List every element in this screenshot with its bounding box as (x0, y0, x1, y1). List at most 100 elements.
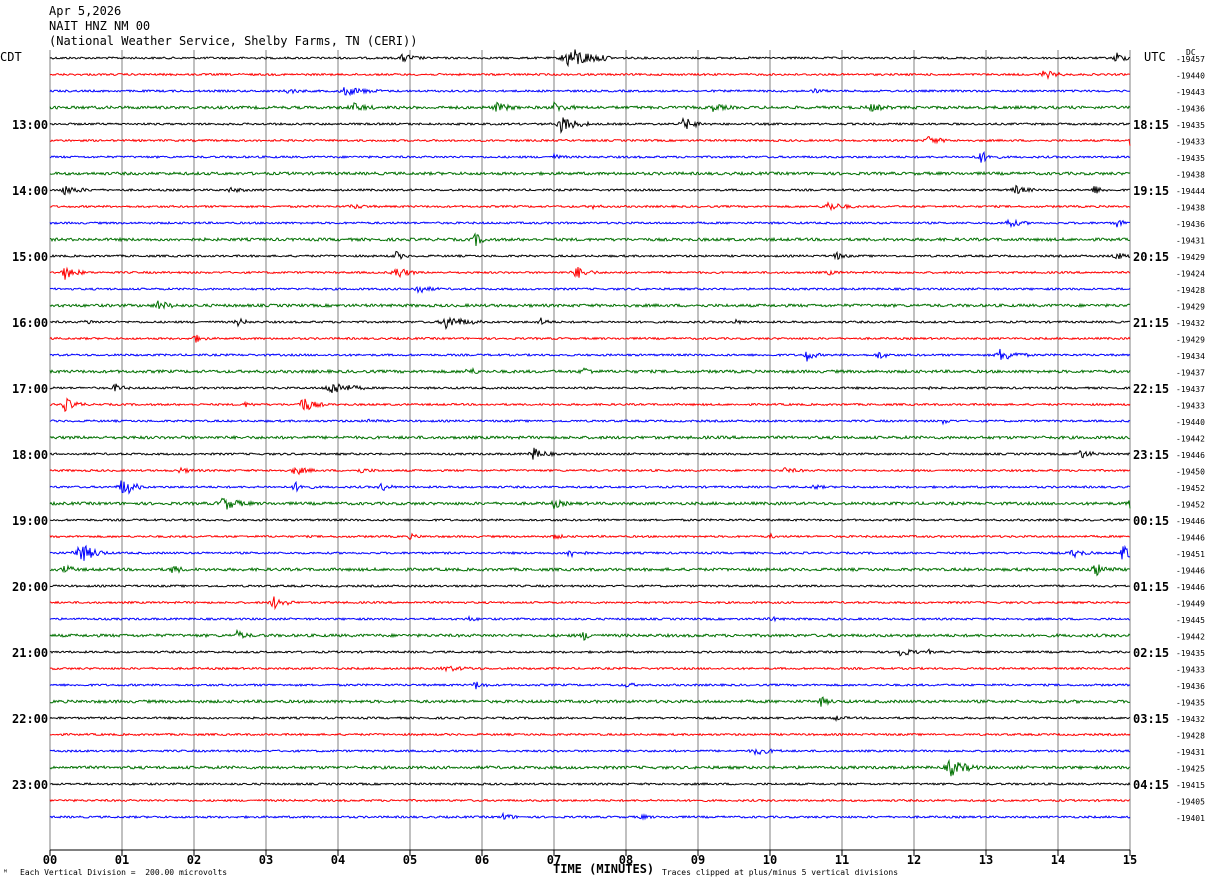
seismic-trace (49, 170, 1131, 177)
utc-hour-label: 02:15 (1133, 646, 1169, 660)
timezone-right-label: UTC (1144, 50, 1166, 64)
trace-dc-offset: -19428 (1176, 732, 1205, 741)
seismic-trace (49, 648, 1131, 657)
seismic-trace (49, 366, 1131, 375)
seismic-trace (49, 665, 1131, 673)
x-tick-label: 02 (187, 853, 201, 867)
seismic-trace (49, 316, 1131, 330)
trace-dc-offset: -19437 (1176, 369, 1205, 378)
seismic-trace (49, 266, 1131, 280)
seismic-trace (49, 87, 1130, 97)
seismic-trace (49, 544, 1131, 561)
x-tick-label: 10 (763, 853, 777, 867)
dc-label: DC (1186, 48, 1196, 57)
x-tick-label: 04 (331, 853, 345, 867)
x-tick-label: 00 (43, 853, 57, 867)
trace-dc-offset: -19431 (1176, 237, 1205, 246)
x-tick-label: 07 (547, 853, 561, 867)
seismic-trace (49, 383, 1131, 394)
x-tick-label: 15 (1123, 853, 1137, 867)
trace-dc-offset: -19443 (1176, 88, 1205, 97)
cdt-hour-label: 22:00 (12, 712, 48, 726)
utc-hour-label: 20:15 (1133, 250, 1169, 264)
trace-dc-offset: -19446 (1176, 583, 1205, 592)
x-tick-label: 03 (259, 853, 273, 867)
trace-dc-offset: -19436 (1176, 682, 1205, 691)
cdt-hour-label: 20:00 (12, 580, 48, 594)
trace-dc-offset: -19405 (1176, 798, 1205, 807)
cdt-hour-label: 16:00 (12, 316, 48, 330)
trace-dc-offset: -19401 (1176, 814, 1205, 823)
seismic-trace (49, 49, 1131, 68)
trace-dc-offset: -19425 (1176, 765, 1205, 774)
seismic-trace (49, 201, 1131, 212)
seismic-trace (50, 250, 1131, 261)
trace-dc-offset: -19429 (1176, 303, 1205, 312)
seismic-trace (49, 480, 1131, 495)
trace-dc-offset: -19446 (1176, 451, 1205, 460)
cdt-hour-label: 23:00 (12, 778, 48, 792)
utc-hour-label: 03:15 (1133, 712, 1169, 726)
trace-dc-offset: -19435 (1176, 154, 1205, 163)
seismic-trace (49, 782, 1131, 786)
seismic-trace (49, 732, 1131, 737)
cdt-hour-label: 15:00 (12, 250, 48, 264)
seismic-trace (49, 811, 1131, 821)
cdt-hour-label: 19:00 (12, 514, 48, 528)
trace-dc-offset: -19433 (1176, 138, 1205, 147)
trace-dc-offset: -19438 (1176, 171, 1205, 180)
seismic-trace (49, 136, 1131, 146)
cdt-hour-label: 14:00 (12, 184, 48, 198)
seismic-trace (49, 564, 1130, 577)
utc-hour-label: 23:15 (1133, 448, 1169, 462)
trace-dc-offset: -19446 (1176, 517, 1205, 526)
trace-dc-offset: -19438 (1176, 204, 1205, 213)
seismic-trace (49, 70, 1131, 81)
station-id: NAIT HNZ NM 00 (49, 19, 151, 33)
trace-dc-offset: -19431 (1176, 748, 1205, 757)
trace-dc-offset: -19446 (1176, 567, 1205, 576)
trace-dc-offset: -19436 (1176, 220, 1205, 229)
cdt-hour-label: 17:00 (12, 382, 48, 396)
x-tick-label: 06 (475, 853, 489, 867)
x-tick-label: 13 (979, 853, 993, 867)
trace-dc-offset: -19440 (1176, 72, 1205, 81)
x-axis-label: TIME (MINUTES) (553, 862, 655, 876)
trace-dc-offset: -19424 (1176, 270, 1205, 279)
trace-dc-offset: -19436 (1176, 105, 1205, 114)
trace-dc-offset: -19449 (1176, 600, 1205, 609)
trace-dc-offset: -19437 (1176, 385, 1205, 394)
utc-hour-label: 18:15 (1133, 118, 1169, 132)
seismic-trace (49, 218, 1131, 229)
scale-note: Each Vertical Division = 200.00 microvol… (20, 868, 228, 877)
timezone-left-label: CDT (0, 50, 22, 64)
seismic-trace (49, 696, 1131, 707)
trace-dc-offset: -19452 (1176, 501, 1205, 510)
x-tick-label: 12 (907, 853, 921, 867)
utc-hour-label: 01:15 (1133, 580, 1169, 594)
seismic-trace (49, 532, 1131, 541)
seismic-trace (49, 466, 1131, 476)
utc-hour-label: 00:15 (1133, 514, 1169, 528)
scale-icon: ᴹ (3, 868, 8, 877)
seismic-trace (49, 758, 1131, 777)
seismic-trace (49, 447, 1131, 460)
station-location: (National Weather Service, Shelby Farms,… (49, 34, 418, 48)
seismic-trace (49, 232, 1131, 247)
seismic-trace (49, 596, 1131, 611)
trace-dc-offset: -19445 (1176, 616, 1205, 625)
seismic-trace (49, 748, 1131, 757)
trace-dc-offset: -19440 (1176, 418, 1205, 427)
trace-dc-offset: -19442 (1176, 633, 1205, 642)
x-tick-label: 08 (619, 853, 633, 867)
trace-dc-offset: -19415 (1176, 781, 1205, 790)
seismic-trace (49, 434, 1131, 441)
trace-dc-offset: -19452 (1176, 484, 1205, 493)
seismic-trace (49, 397, 1131, 413)
seismic-trace (49, 348, 1131, 362)
seismic-trace (49, 150, 1131, 163)
trace-dc-offset: -19433 (1176, 402, 1205, 411)
seismic-trace (49, 418, 1131, 426)
trace-dc-offset: -19442 (1176, 435, 1205, 444)
